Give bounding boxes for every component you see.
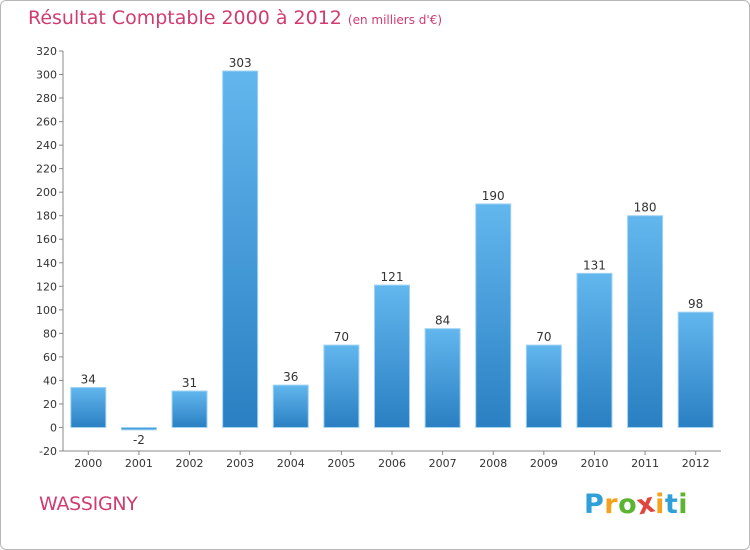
x-tick-label: 2001: [125, 457, 153, 470]
bar-value-label: 84: [435, 314, 450, 328]
y-tick-label: 300: [36, 69, 57, 82]
bar-2012: [677, 311, 714, 428]
logo-letter: i: [678, 489, 689, 520]
logo-letter: r: [604, 489, 619, 520]
bar-2001: [120, 426, 157, 431]
bar-2005: [323, 344, 360, 428]
bar-value-label: 31: [182, 376, 197, 390]
y-tick-label: 40: [43, 374, 57, 387]
chart-title-text: Résultat Comptable 2000 à 2012: [28, 7, 342, 29]
y-tick-label: 20: [43, 398, 57, 411]
x-tick-label: 2002: [176, 457, 204, 470]
y-tick-label: 240: [36, 139, 57, 152]
y-tick-label: 160: [36, 233, 57, 246]
x-tick-label: 2006: [378, 457, 406, 470]
bar-value-label: 303: [229, 56, 252, 70]
bar-2007: [424, 328, 461, 428]
y-tick-label: 140: [36, 257, 57, 270]
x-tick-label: 2007: [429, 457, 457, 470]
x-tick-label: 2000: [74, 457, 102, 470]
y-tick-label: 80: [43, 327, 57, 340]
x-tick-label: 2010: [580, 457, 608, 470]
bar-2006: [374, 284, 410, 428]
bar-2010: [576, 272, 613, 428]
commune-name: WASSIGNY: [39, 493, 138, 515]
bar-2003: [222, 70, 259, 428]
bar-value-label: 98: [688, 297, 703, 311]
y-tick-label: 0: [50, 421, 57, 434]
bar-value-label: 131: [583, 258, 606, 272]
chart-axes: -20 0 20 40 60 80 100 120 140 160 180 200 220 240 260 2…: [36, 45, 721, 470]
y-tick-label: 200: [36, 186, 57, 199]
chart-title: Résultat Comptable 2000 à 2012 (en millie…: [28, 7, 442, 29]
x-tick-label: 2009: [530, 457, 558, 470]
bar-2000: [70, 386, 107, 428]
y-tick-label: 260: [36, 116, 57, 129]
logo-letter: t: [664, 489, 679, 520]
bar-2004: [272, 384, 309, 428]
bar-value-label: 36: [283, 370, 298, 384]
bar-value-label: -2: [133, 433, 145, 447]
x-tick-label: 2011: [631, 457, 659, 470]
x-tick-label: 2012: [682, 457, 710, 470]
bar-2008: [475, 203, 512, 428]
x-tick-label: 2003: [226, 457, 254, 470]
y-tick-label: 220: [36, 163, 57, 176]
y-tick-label: 120: [36, 280, 57, 293]
y-tick-label: 180: [36, 210, 57, 223]
bar-value-label: 180: [634, 201, 657, 215]
x-tick-label: 2005: [327, 457, 355, 470]
bar-value-label: 121: [381, 270, 404, 284]
y-tick-label: -20: [39, 445, 57, 458]
bar-2011: [627, 215, 664, 428]
bar-2002: [171, 390, 208, 428]
chart-value-labels: 34 -2 31 303 36 70 121 84 190 70 131 180 98: [81, 56, 704, 447]
bar-value-label: 190: [482, 189, 505, 203]
x-tick-label: 2008: [479, 457, 507, 470]
bar-value-label: 34: [81, 372, 96, 386]
logo-letter: i: [655, 489, 665, 520]
y-tick-label: 280: [36, 92, 57, 105]
logo-letter: o: [618, 489, 638, 520]
y-tick-label: 320: [36, 45, 57, 58]
x-tick-label: 2004: [277, 457, 305, 470]
logo-letter: P: [584, 489, 605, 520]
y-tick-label: 100: [36, 304, 57, 317]
y-tick-label: 60: [43, 351, 57, 364]
chart-bars: [70, 70, 714, 431]
bar-value-label: 70: [536, 330, 551, 344]
bar-value-label: 70: [334, 330, 349, 344]
proxiti-logo: Proxiti: [584, 487, 689, 521]
bar-2009: [525, 344, 562, 428]
chart-unit-label: (en milliers d'€): [347, 13, 443, 27]
